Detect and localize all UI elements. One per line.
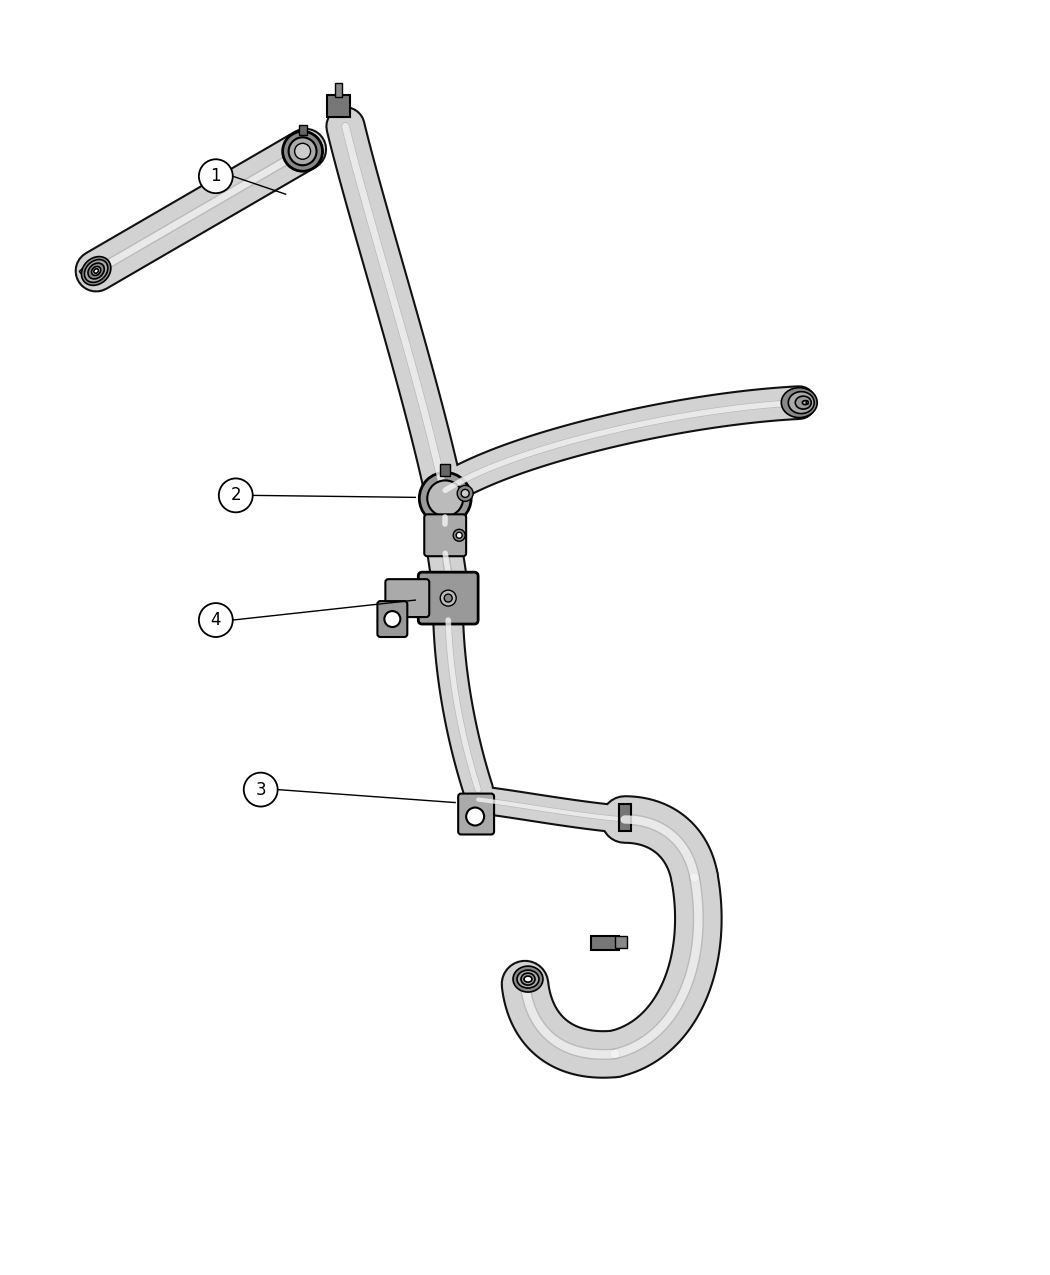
Ellipse shape [802, 400, 808, 404]
Circle shape [419, 473, 471, 524]
Ellipse shape [513, 966, 543, 992]
Circle shape [427, 481, 463, 516]
Ellipse shape [82, 256, 111, 286]
Bar [440, 464, 450, 477]
Circle shape [440, 590, 456, 606]
FancyBboxPatch shape [377, 601, 407, 638]
FancyBboxPatch shape [418, 572, 478, 623]
Text: 2: 2 [230, 486, 242, 505]
Bar [614, 936, 627, 949]
Ellipse shape [795, 397, 812, 409]
Ellipse shape [806, 402, 808, 404]
Bar [618, 803, 631, 831]
Ellipse shape [91, 266, 101, 275]
Ellipse shape [789, 391, 814, 413]
Bar [79, 266, 89, 275]
Ellipse shape [524, 977, 532, 982]
Bar [298, 125, 307, 135]
Circle shape [244, 773, 277, 807]
Bar [591, 936, 618, 950]
FancyBboxPatch shape [458, 793, 495, 834]
FancyBboxPatch shape [385, 579, 429, 617]
Ellipse shape [84, 260, 108, 282]
Circle shape [218, 478, 253, 513]
Bar [87, 266, 97, 275]
Ellipse shape [521, 973, 534, 986]
Circle shape [384, 611, 400, 627]
Circle shape [289, 138, 316, 166]
Circle shape [457, 486, 474, 501]
Ellipse shape [781, 388, 817, 418]
Text: 3: 3 [255, 780, 266, 798]
Circle shape [461, 490, 469, 497]
Ellipse shape [88, 263, 104, 279]
Bar [335, 83, 342, 97]
Circle shape [198, 159, 233, 194]
Circle shape [454, 529, 465, 542]
Ellipse shape [93, 269, 99, 273]
Text: 4: 4 [211, 611, 222, 629]
Text: 1: 1 [210, 167, 222, 185]
Bar [327, 96, 351, 117]
Circle shape [444, 594, 453, 602]
Circle shape [282, 131, 322, 171]
Circle shape [198, 603, 233, 638]
Circle shape [466, 807, 484, 825]
FancyBboxPatch shape [424, 514, 466, 556]
Circle shape [456, 532, 462, 538]
Circle shape [295, 143, 311, 159]
Ellipse shape [517, 970, 539, 988]
